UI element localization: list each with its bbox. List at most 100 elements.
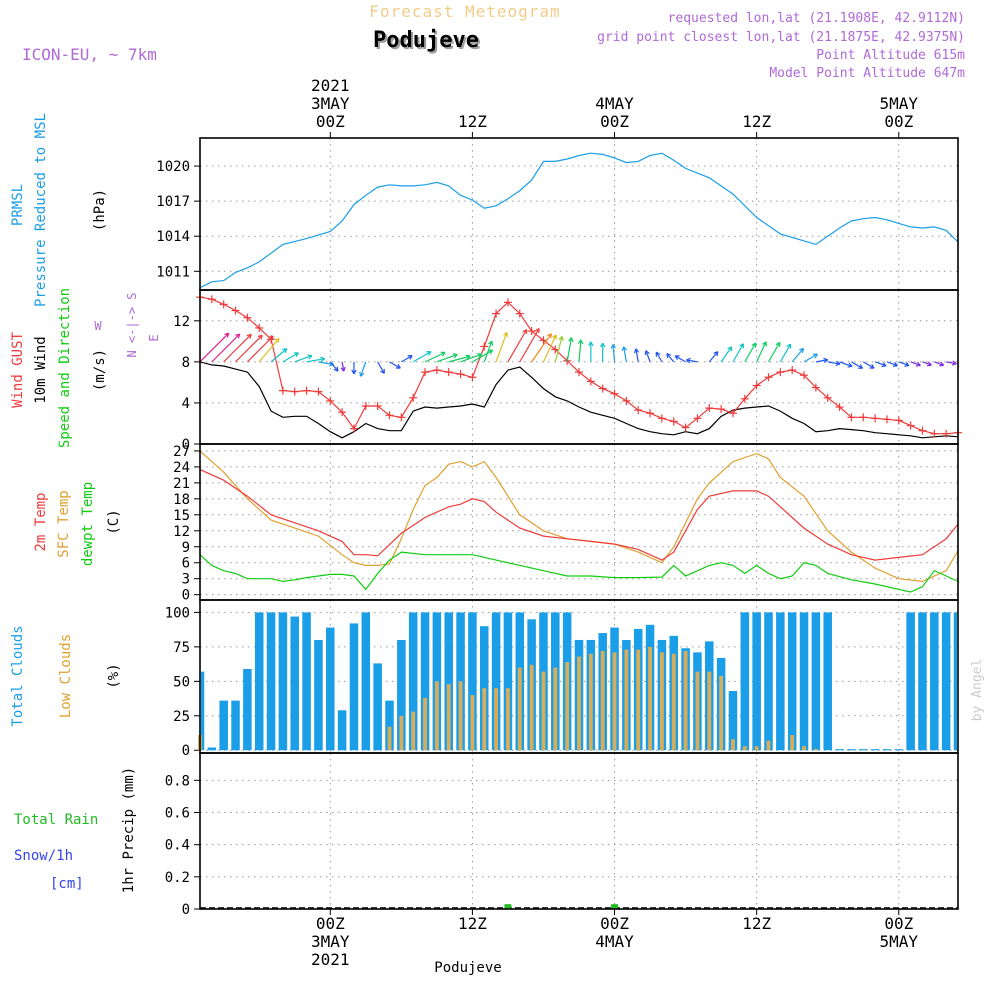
wind-arrow-shaft xyxy=(507,329,528,363)
temp-unit: (C) xyxy=(106,509,122,534)
total-cloud-bar xyxy=(444,612,453,751)
wind-arrow xyxy=(791,347,805,363)
wind-gust-point xyxy=(728,409,737,418)
wind-gust-point xyxy=(373,402,382,411)
wind-gust-point xyxy=(385,411,394,420)
wind-arrow-shaft xyxy=(448,355,471,363)
wind-arrow-shaft xyxy=(401,355,413,363)
wind-gust-point xyxy=(314,387,323,396)
total-cloud-bar xyxy=(373,663,382,751)
wind-arrow-head xyxy=(713,351,719,354)
wind-arrow-shaft xyxy=(306,358,325,363)
wind-gust-point xyxy=(657,414,666,423)
wind-arrow-head xyxy=(478,353,483,358)
total-cloud-bar xyxy=(408,612,418,751)
wind-gust-point xyxy=(338,408,347,417)
total-cloud-bar xyxy=(491,612,501,751)
total-cloud-bar xyxy=(847,749,856,751)
wind-arrow xyxy=(934,361,945,367)
total-clouds-label: Total Clouds xyxy=(10,625,26,726)
total-cloud-bar xyxy=(207,747,217,751)
wind-arrow-shaft xyxy=(720,346,733,363)
wind-gust-point xyxy=(349,424,358,433)
wind-arrow-head xyxy=(892,365,898,367)
wind-arrow-head xyxy=(452,353,458,356)
wind-arrow-shaft xyxy=(815,359,828,363)
wind-arrow-head xyxy=(590,341,594,347)
wind-arrow-shaft xyxy=(803,353,818,363)
wind-ytick-label: 4 xyxy=(182,396,190,412)
low-cloud-bar xyxy=(434,681,439,751)
total-cloud-bar xyxy=(941,612,951,751)
wind-arrow-head xyxy=(894,361,898,367)
wind-arrow xyxy=(644,350,651,363)
wind-arrow-shaft xyxy=(211,333,241,363)
wind-arrow-head xyxy=(612,344,616,349)
wind-arrow-head xyxy=(799,347,804,351)
wind-arrow-head xyxy=(666,353,669,359)
wind-arrow-head xyxy=(674,355,679,361)
wind-arrow xyxy=(401,355,413,363)
wind-arrow xyxy=(655,351,663,363)
wind-gust-point xyxy=(918,426,927,435)
wind-gust-point xyxy=(515,309,524,318)
wind-arrow xyxy=(862,361,875,369)
wind-arrow-head xyxy=(249,334,252,339)
wind-arrow-head xyxy=(333,368,339,372)
wind-gust-point xyxy=(409,393,418,402)
wind-arrow-head xyxy=(340,367,345,372)
wind-arrow-head xyxy=(940,361,945,366)
wind-arrow-head xyxy=(727,346,732,350)
bottom-axis-label: 5MAY xyxy=(880,932,919,951)
wind-gust-point xyxy=(231,306,240,315)
snow-label: Snow/1h xyxy=(14,848,73,864)
super-title: Forecast Meteogram xyxy=(369,2,560,21)
wind-arrow-head xyxy=(751,342,756,346)
wind-arrow-head xyxy=(380,370,385,374)
wind-arrow-head xyxy=(568,337,572,342)
bottom-axis-label: 00Z xyxy=(600,914,629,933)
wind-arrow-shaft xyxy=(200,332,230,363)
wind-arrow xyxy=(674,355,686,363)
wind-arrow-shaft xyxy=(827,361,841,365)
wind-arrow xyxy=(922,361,932,367)
low-cloud-bar xyxy=(766,740,771,751)
wind-arrow-shaft xyxy=(635,348,639,362)
bottom-axis-label: 2021 xyxy=(311,950,350,969)
wind-ytick-label: 0 xyxy=(182,437,190,453)
wind-arrow-head xyxy=(409,355,413,360)
total-cloud-bar xyxy=(799,612,809,751)
wind-arrow-head xyxy=(814,353,818,359)
wind-arrow-head xyxy=(343,366,346,372)
wind-gust-point xyxy=(764,373,773,382)
temp-2m-label: 2m Temp xyxy=(33,492,49,551)
wind-arrow xyxy=(874,361,887,368)
wind-gust-point xyxy=(800,371,809,380)
clouds-ytick-label: 0 xyxy=(182,743,190,759)
wind-gust-point xyxy=(823,393,832,402)
wind-arrow-head xyxy=(823,359,829,364)
wind-gust-point xyxy=(444,368,453,377)
wind-gust-point xyxy=(551,345,560,354)
wind-arrow-shaft xyxy=(270,348,288,363)
wind-arrow-head xyxy=(295,352,299,358)
wind-gust-point xyxy=(681,423,690,432)
wind-arrow-shaft xyxy=(655,351,663,363)
wind-arrow-shaft xyxy=(957,361,958,362)
low-cloud-bar xyxy=(659,652,664,751)
wind-arrow xyxy=(744,342,757,363)
wind-arrow-shaft xyxy=(377,361,385,374)
wind-compass-w: W xyxy=(94,319,102,333)
footer-location: Podujeve xyxy=(434,960,501,976)
wind-gust-point xyxy=(871,414,880,423)
bottom-axis-label: 12Z xyxy=(742,914,771,933)
wind-gust-point xyxy=(882,415,891,424)
wind-arrow-head xyxy=(397,363,401,369)
low-cloud-bar xyxy=(754,746,759,751)
wind-arrow-head xyxy=(666,353,672,356)
wind-arrow xyxy=(377,361,385,374)
wind-arrow xyxy=(519,328,540,363)
time-axes: 20213MAY00Z12Z4MAY00Z12Z5MAY00Z12Z00Z3MA… xyxy=(311,76,919,969)
wind-gust-point xyxy=(752,381,761,390)
wind-arrow xyxy=(389,361,401,369)
